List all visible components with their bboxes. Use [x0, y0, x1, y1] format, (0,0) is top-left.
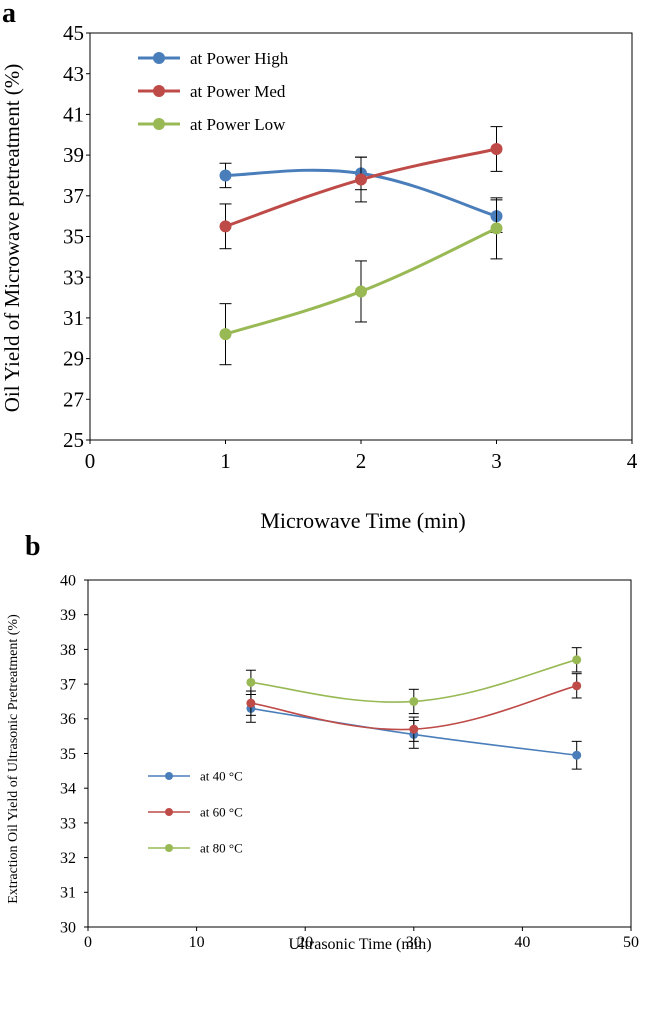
- x-tick-label: 3: [491, 449, 502, 473]
- y-tick-label: 43: [63, 62, 84, 86]
- x-tick-label: 4: [627, 449, 638, 473]
- x-tick-label: 1: [220, 449, 231, 473]
- y-tick-label: 37: [63, 184, 84, 208]
- x-axis-label: Ultrasonic Time (min): [288, 936, 431, 953]
- data-point: [246, 698, 256, 708]
- x-axis-label: Microwave Time (min): [260, 508, 465, 533]
- legend: at 40 °C at 60 °C at 80 °C: [148, 769, 243, 856]
- data-point: [572, 681, 582, 691]
- y-tick-label: 39: [63, 143, 84, 167]
- data-point: [572, 655, 582, 665]
- legend-marker: [165, 808, 173, 816]
- y-tick-label: 27: [63, 387, 84, 411]
- y-tick-label: 39: [60, 607, 76, 624]
- y-axis: 25 27 29 31 33 35 37 39 41 43 45: [63, 21, 90, 452]
- data-point: [219, 220, 232, 233]
- y-tick-label: 41: [63, 103, 84, 127]
- plot-area: [89, 32, 633, 441]
- y-tick-label: 35: [63, 225, 84, 249]
- x-axis: 0 10 20 30 40 50: [84, 927, 639, 951]
- y-tick-label: 36: [60, 711, 76, 728]
- data-point: [490, 222, 503, 235]
- y-tick-label: 33: [63, 265, 84, 289]
- data-point: [490, 142, 503, 155]
- y-tick-label: 34: [60, 781, 76, 798]
- x-tick-label: 2: [356, 449, 367, 473]
- y-tick-label: 30: [60, 919, 76, 936]
- data-point: [572, 750, 582, 760]
- chart-panel-b: b 30 31 32 33 34 35 36 37 38 39 40 0 10 20 30 40 50 Ult…: [6, 531, 639, 953]
- x-tick-label: 20: [297, 934, 313, 951]
- legend-label: at 60 °C: [200, 805, 243, 820]
- x-tick-label: 10: [189, 934, 205, 951]
- y-tick-label: 45: [63, 21, 84, 45]
- y-tick-label: 40: [60, 572, 76, 589]
- y-tick-label: 33: [60, 815, 76, 832]
- legend-marker: [153, 85, 165, 97]
- legend-label: at 40 °C: [200, 769, 243, 784]
- y-tick-label: 29: [63, 347, 84, 371]
- y-tick-label: 37: [60, 677, 76, 694]
- legend-marker: [165, 844, 173, 852]
- x-tick-label: 30: [406, 934, 422, 951]
- legend: at Power High at Power Med at Power Low: [138, 49, 289, 134]
- data-point: [409, 724, 419, 734]
- y-tick-label: 38: [60, 642, 76, 659]
- y-axis-label: Extraction Oil Yield of Ultrasonic Pretr…: [6, 614, 21, 904]
- legend-marker: [153, 118, 165, 130]
- x-tick-label: 0: [85, 449, 96, 473]
- series-layer: [245, 647, 582, 770]
- y-tick-label: 25: [63, 428, 84, 452]
- x-axis: 0 1 2 3 4: [85, 440, 638, 473]
- legend-label: at Power Med: [190, 82, 286, 101]
- x-tick-label: 40: [514, 934, 530, 951]
- y-tick-label: 35: [60, 746, 76, 763]
- panel-label: b: [25, 531, 41, 562]
- legend-label: at Power High: [190, 49, 289, 68]
- x-tick-label: 0: [84, 934, 92, 951]
- data-point: [355, 173, 367, 186]
- x-tick-label: 50: [623, 934, 639, 951]
- series-layer: [219, 126, 503, 366]
- y-axis: 30 31 32 33 34 35 36 37 38 39 40: [60, 572, 88, 936]
- chart-panel-a: a 25 27 29 31 33 35 37 39 41 43 45 0 1 2 3 4 Microwave…: [0, 0, 638, 533]
- panel-label: a: [2, 0, 16, 29]
- legend-label: at Power Low: [190, 115, 286, 134]
- data-point: [409, 696, 419, 706]
- data-point: [246, 677, 256, 687]
- legend-label: at 80 °C: [200, 841, 243, 856]
- legend-marker: [165, 772, 173, 780]
- legend-marker: [153, 52, 165, 64]
- y-tick-label: 31: [63, 306, 84, 330]
- plot-area: [87, 579, 632, 928]
- y-tick-label: 31: [60, 885, 76, 902]
- y-tick-label: 32: [60, 850, 76, 867]
- data-point: [219, 169, 232, 182]
- y-axis-label: Oil Yield of Microwave pretreatment (%): [0, 64, 24, 413]
- data-point: [219, 328, 232, 341]
- data-point: [355, 285, 367, 298]
